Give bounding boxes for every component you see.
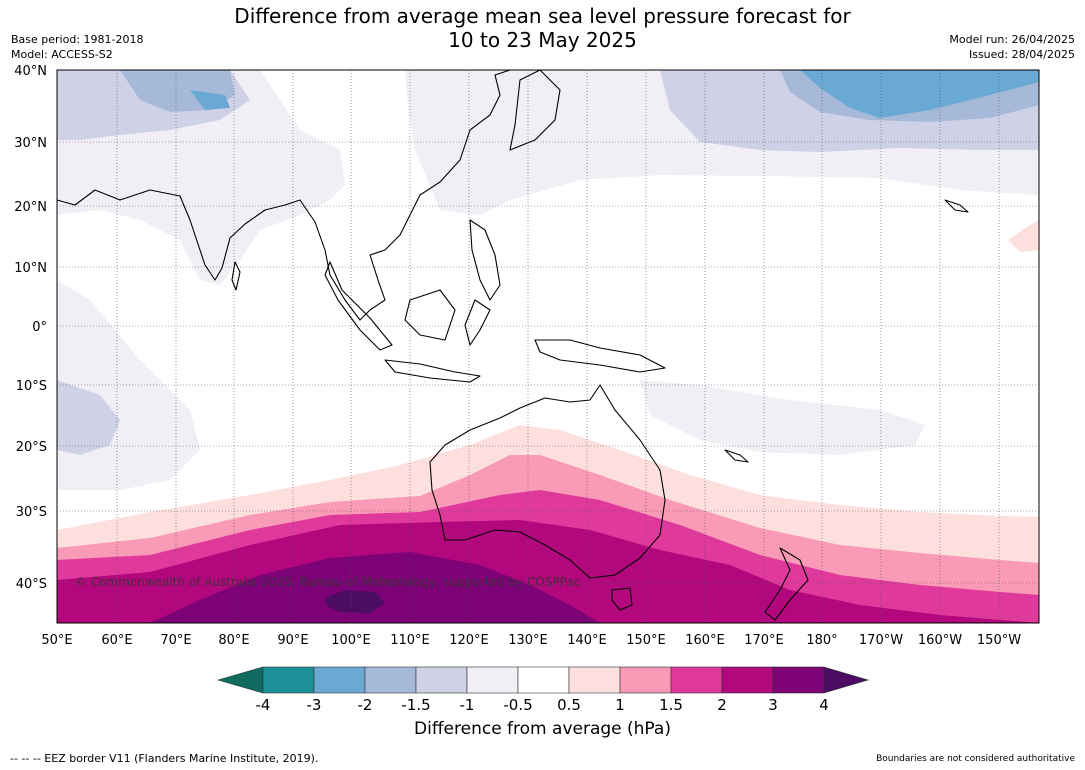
sri-lanka-coast [231,261,241,291]
sumatra-coast [324,261,393,351]
vanuatu-coast [724,449,749,463]
colorbar-tick-labels: -4 -3 -2 -1.5 -1 -0.5 0.5 1 1.5 2 3 4 [256,696,829,714]
lon-label: 110°E [390,633,430,648]
field-neg-2-tibet [190,90,230,110]
coastlines [56,69,969,621]
colorbar-box [262,666,315,694]
title-line-1: Difference from average mean sea level p… [234,4,851,28]
colorbar-extend-low [216,666,264,694]
colorbar-box [415,666,468,694]
borneo-coast [404,289,456,341]
lon-label: 160°W [918,633,962,648]
lat-label: 40°S [16,577,47,592]
sulawesi-coast [464,299,491,346]
map-title: Difference from average mean sea level p… [0,4,1085,52]
lon-label: 150°W [977,633,1021,648]
colorbar-tick-label: 4 [819,696,829,714]
lon-label: 100°E [331,633,371,648]
colorbar-box [619,666,672,694]
boundaries-note: Boundaries are not considered authoritat… [876,754,1075,764]
model-run: Model run: 26/04/2025 [949,33,1075,46]
lon-label: 60°E [101,633,132,648]
map-frame [56,69,1040,624]
lon-label: 80°E [218,633,249,648]
lon-label: 160°E [685,633,725,648]
lon-label: 170°W [859,633,903,648]
colorbar-tick-label: 2 [717,696,727,714]
colorbar-tick-label: -0.5 [503,696,532,714]
base-period: Base period: 1981-2018 [11,33,144,46]
colorbar-extend-high [823,666,870,694]
asia-coastline [56,69,511,321]
lat-label: 30°N [14,136,47,151]
colorbar: -4 -3 -2 -1.5 -1 -0.5 0.5 1 1.5 2 3 4 [216,666,870,714]
lat-label: 10°S [16,379,47,394]
lon-label: 120°E [449,633,489,648]
field-pos-3-south [150,552,600,623]
lat-label: 30°S [16,505,47,520]
title-line-2: 10 to 23 May 2025 [448,28,637,52]
field-neg-2-north-pacific [800,70,1039,118]
longitude-labels: 50°E 60°E 70°E 80°E 90°E 100°E 110°E 120… [41,633,1021,648]
latitude-labels: 40°N 30°N 20°N 10°N 0° 10°S 20°S 30°S 40… [14,64,47,592]
new-guinea-coast [534,339,666,373]
field-pos-0-5-east [1008,220,1039,252]
field-pos-4-south [325,590,385,613]
lat-label: 20°N [14,200,47,215]
lon-label: 150°E [626,633,666,648]
lon-label: 170°E [744,633,784,648]
meta-left: Base period: 1981-2018 Model: ACCESS-S2 [11,32,143,62]
colorbar-tick-label: -1 [460,696,475,714]
eez-legend: -- -- -- EEZ border V11 (Flanders Marine… [10,752,319,765]
java-coast [384,359,481,383]
pressure-anomaly-map: © Commonwealth of Australia 2025, Bureau… [14,64,1040,648]
colorbar-tick-label: 1.5 [659,696,683,714]
issued-date: Issued: 28/04/2025 [968,48,1075,61]
colorbar-tick-label: 1 [615,696,625,714]
field-neg-0-5-south-pacific [640,380,925,455]
lat-label: 20°S [16,440,47,455]
hawaii-coast [944,199,969,213]
colorbar-box [364,666,417,694]
colorbar-box [721,666,774,694]
lon-label: 180° [806,633,837,648]
copyright-text: © Commonwealth of Australia 2025, Bureau… [75,575,580,589]
colorbar-box [568,666,621,694]
lon-label: 90°E [277,633,308,648]
colorbar-title: Difference from average (hPa) [414,719,671,739]
anomaly-fields [57,70,1039,623]
colorbar-box [313,666,366,694]
field-neg-1-west-indian [57,380,120,455]
colorbar-boxes [262,666,825,694]
colorbar-tick-label: -1.5 [401,696,430,714]
lon-label: 130°E [508,633,548,648]
colorbar-box [670,666,723,694]
australia-coastline [429,384,666,579]
lon-label: 140°E [567,633,607,648]
lat-label: 40°N [14,64,47,79]
colorbar-tick-label: 0.5 [557,696,581,714]
colorbar-box [466,666,519,694]
meta-right: Model run: 26/04/2025 Issued: 28/04/2025 [949,32,1075,62]
lon-label: 70°E [160,633,191,648]
tasmania-coast [611,587,633,611]
colorbar-tick-label: -2 [358,696,373,714]
colorbar-box [772,666,825,694]
colorbar-box [517,666,570,694]
japan-coast [509,69,561,151]
model-name: Model: ACCESS-S2 [11,48,113,61]
lat-label: 0° [32,320,47,335]
lon-label: 50°E [41,633,72,648]
colorbar-tick-label: -3 [307,696,322,714]
colorbar-tick-label: 3 [768,696,778,714]
new-zealand-coast [764,547,809,621]
lat-label: 10°N [14,261,47,276]
colorbar-tick-label: -4 [256,696,271,714]
philippines-coast [469,219,501,301]
